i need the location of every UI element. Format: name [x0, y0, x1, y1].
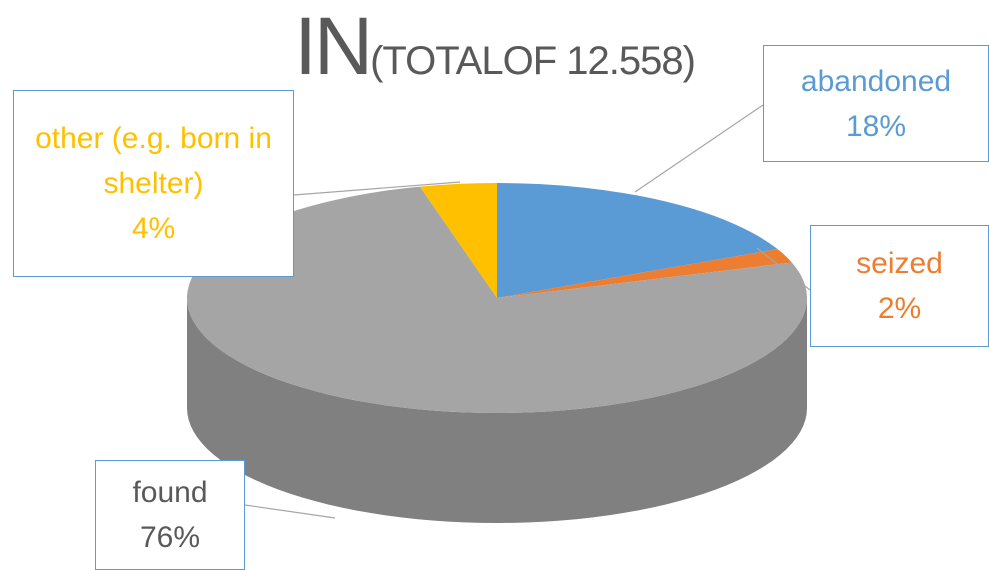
leader-line — [244, 504, 336, 519]
label-value: 2% — [877, 292, 922, 325]
pie-top — [186, 183, 807, 413]
pie-slice — [497, 183, 778, 298]
pie-slice — [497, 249, 792, 298]
label-value: 18% — [845, 109, 907, 143]
data-label: abandoned 18% — [763, 45, 989, 162]
leader-line — [634, 104, 764, 193]
pie-slice — [419, 183, 497, 298]
side-face — [187, 298, 807, 523]
data-label: other (e.g. born in shelter) 4% — [13, 90, 294, 277]
data-label: found 76% — [95, 460, 245, 570]
label-category: other (e.g. born in shelter) — [35, 122, 272, 200]
slice-side — [187, 298, 807, 523]
label-category: seized — [856, 247, 943, 280]
leader-lines — [244, 104, 811, 519]
label-value: 4% — [131, 212, 176, 245]
leader-line — [293, 181, 461, 196]
label-category: abandoned — [800, 64, 952, 98]
leader-line — [756, 247, 811, 291]
pie-sides — [187, 298, 807, 523]
label-value: 76% — [139, 521, 201, 554]
chart-subtitle: (TOTALOF 12.558) — [370, 39, 696, 83]
data-label: seized 2% — [810, 225, 989, 347]
side-face — [187, 298, 807, 523]
pie-slice — [186, 186, 807, 413]
label-category: found — [132, 476, 208, 509]
title-block: IN(TOTALOF 12.558) — [0, 0, 989, 94]
chart-title: IN — [294, 1, 373, 92]
